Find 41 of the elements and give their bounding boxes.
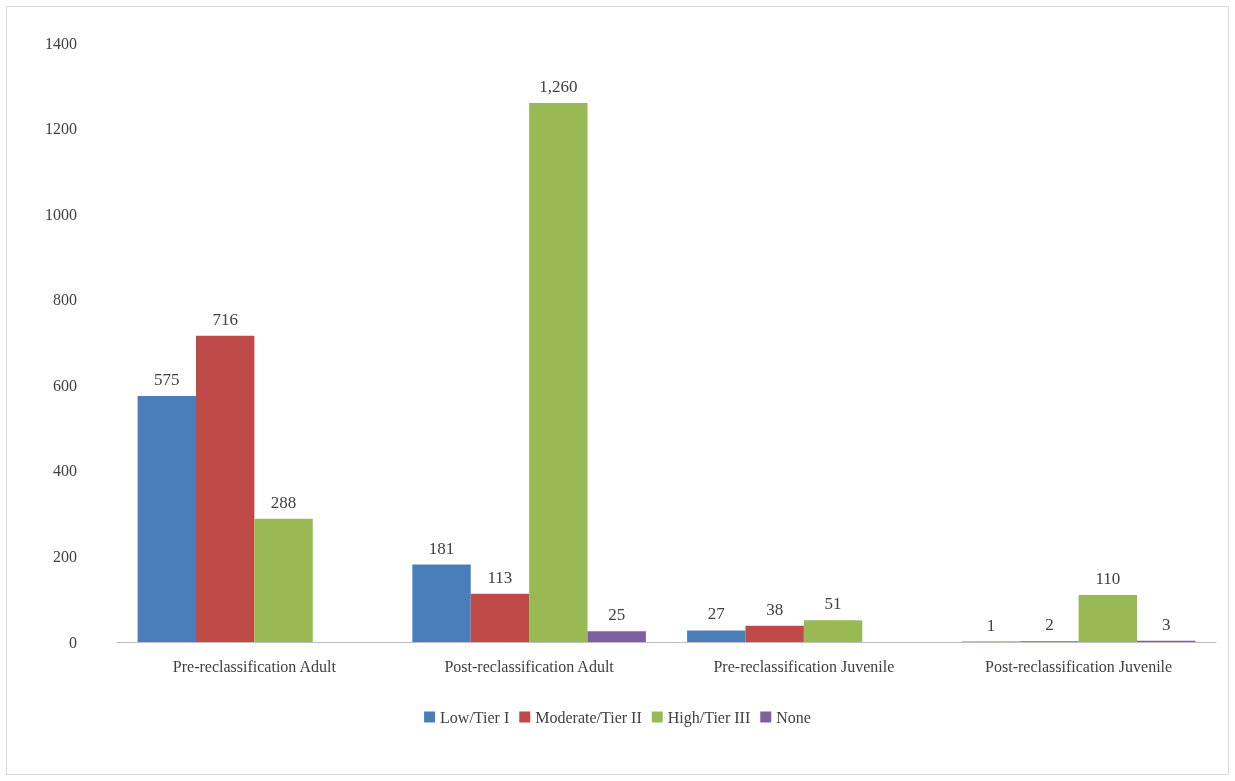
y-tick-label: 600	[53, 376, 77, 394]
data-label: 25	[608, 605, 626, 625]
bar	[745, 625, 804, 642]
data-label: 113	[487, 567, 513, 587]
data-label: 51	[824, 594, 842, 614]
data-label: 27	[707, 604, 726, 624]
x-tick-label: Post-reclassification Juvenile	[985, 657, 1173, 675]
data-label: 181	[428, 538, 455, 558]
bar	[1078, 594, 1138, 642]
data-label: 288	[270, 492, 297, 512]
y-tick-label: 800	[53, 291, 77, 309]
x-tick-label: Pre-reclassification Juvenile	[713, 657, 895, 675]
bar	[254, 518, 313, 642]
bar	[587, 631, 646, 642]
data-label: 3	[1161, 614, 1171, 634]
data-label: 110	[1095, 568, 1121, 588]
x-tick-label: Pre-reclassification Adult	[172, 657, 337, 675]
legend-label: Moderate/Tier II	[535, 708, 642, 726]
bar	[687, 630, 746, 642]
y-tick-label: 1400	[45, 34, 77, 52]
legend-label: None	[776, 708, 811, 726]
bar	[803, 620, 863, 642]
bar	[470, 593, 530, 642]
y-tick-label: 200	[53, 547, 77, 565]
bar	[412, 564, 471, 642]
y-tick-label: 400	[53, 462, 77, 480]
data-label: 716	[212, 309, 238, 329]
y-tick-label: 0	[69, 633, 77, 651]
legend-label: Low/Tier I	[440, 708, 510, 726]
x-tick-label: Post-reclassification Adult	[444, 657, 615, 675]
bar	[529, 102, 588, 642]
data-label: 2	[1045, 615, 1054, 635]
data-label: 1,260	[539, 76, 578, 96]
bar	[195, 335, 255, 642]
data-label: 575	[154, 369, 180, 389]
y-tick-label: 1200	[45, 120, 77, 138]
bar	[137, 395, 196, 642]
data-label: 1	[986, 615, 996, 635]
y-tick-label: 1000	[45, 205, 77, 223]
legend-label: High/Tier III	[667, 708, 751, 727]
data-label: 38	[766, 599, 784, 619]
